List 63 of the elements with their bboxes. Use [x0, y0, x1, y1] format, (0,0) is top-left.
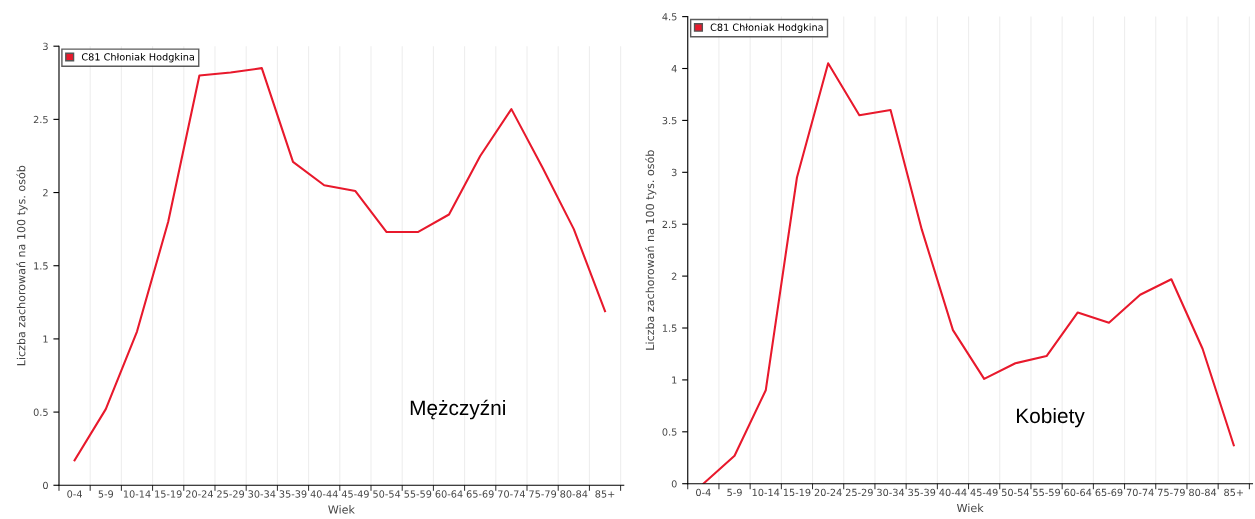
x-tick-label: 70-74 — [1126, 488, 1154, 497]
y-tick-label: 3.5 — [662, 116, 677, 125]
line-series — [73, 67, 607, 462]
x-tick-label: 0-4 — [696, 488, 711, 497]
y-axis-title: Liczba zachorowań na 100 tys. osób — [645, 150, 657, 350]
x-tick-label: 30-34 — [877, 488, 905, 497]
x-tick-label: 40-44 — [939, 488, 967, 497]
x-tick-label: 25-29 — [845, 488, 873, 497]
y-tick-label: 2 — [43, 189, 48, 197]
y-tick-label: 1.5 — [34, 262, 48, 270]
x-tick-label: 5-9 — [727, 488, 742, 497]
x-axis-title: Wiek — [328, 505, 355, 514]
x-tick-label: 85+ — [1224, 488, 1243, 497]
y-tick-label: 0 — [671, 480, 677, 488]
y-tick-label: 2.5 — [662, 220, 677, 229]
y-tick-label: 0.5 — [662, 428, 677, 436]
x-tick-label: 35-39 — [279, 490, 307, 498]
x-tick-label: 15-19 — [783, 488, 811, 497]
y-tick-label: 1 — [43, 335, 48, 343]
y-tick-label: 2.5 — [33, 115, 48, 124]
x-tick-label: 75-79 — [1158, 488, 1185, 497]
x-tick-label: 20-24 — [185, 490, 213, 498]
x-tick-label: 35-39 — [908, 488, 936, 497]
x-tick-label: 0-4 — [67, 490, 82, 498]
x-tick-label: 5-9 — [98, 490, 114, 498]
y-tick-label: 4.5 — [662, 13, 677, 21]
x-tick-label: 25-29 — [217, 490, 245, 498]
x-tick-label: 50-54 — [373, 490, 401, 498]
x-tick-label: 55-59 — [1033, 488, 1060, 497]
x-tick-label: 20-24 — [814, 488, 842, 497]
x-tick-label: 55-59 — [404, 490, 432, 498]
y-tick-label: 4 — [671, 65, 677, 73]
legend-label: C81 Chłoniak Hodgkina — [81, 53, 194, 63]
x-tick-label: 10-14 — [752, 488, 780, 497]
x-tick-label: 45-49 — [970, 488, 998, 497]
annotation: Mężczyźni — [410, 399, 505, 420]
x-tick-label: 15-19 — [155, 490, 182, 498]
y-tick-label: 3 — [671, 168, 677, 177]
line-series — [702, 62, 1235, 484]
x-tick-label: 80-84 — [1189, 488, 1217, 497]
legend-label: C81 Chłoniak Hodgkina — [710, 23, 823, 33]
x-tick-label: 65-69 — [466, 490, 494, 498]
x-tick-label: 60-64 — [435, 490, 463, 498]
x-tick-label: 45-49 — [341, 490, 369, 498]
y-tick-label: 1 — [672, 376, 677, 384]
x-tick-label: 80-84 — [560, 490, 588, 498]
y-tick-label: 0.5 — [33, 408, 48, 416]
x-tick-label: 10-14 — [123, 490, 151, 498]
y-tick-label: 0 — [43, 481, 48, 490]
x-tick-label: 70-74 — [498, 490, 525, 498]
x-tick-label: 60-64 — [1064, 488, 1092, 497]
x-tick-label: 50-54 — [1001, 488, 1029, 497]
x-tick-label: 30-34 — [248, 490, 276, 498]
y-tick-label: 2 — [671, 272, 677, 280]
y-tick-label: 3 — [43, 42, 48, 51]
x-axis-title: Wiek — [956, 503, 984, 513]
annotation: Kobiety — [1017, 407, 1085, 428]
x-tick-label: 65-69 — [1095, 488, 1123, 497]
y-tick-label: 1.5 — [662, 324, 677, 332]
x-tick-label: 40-44 — [310, 490, 338, 498]
x-tick-label: 75-79 — [529, 490, 557, 498]
x-tick-label: 85+ — [595, 490, 615, 498]
y-axis-title: Liczba zachorowań na 100 tys. osób — [16, 165, 28, 366]
